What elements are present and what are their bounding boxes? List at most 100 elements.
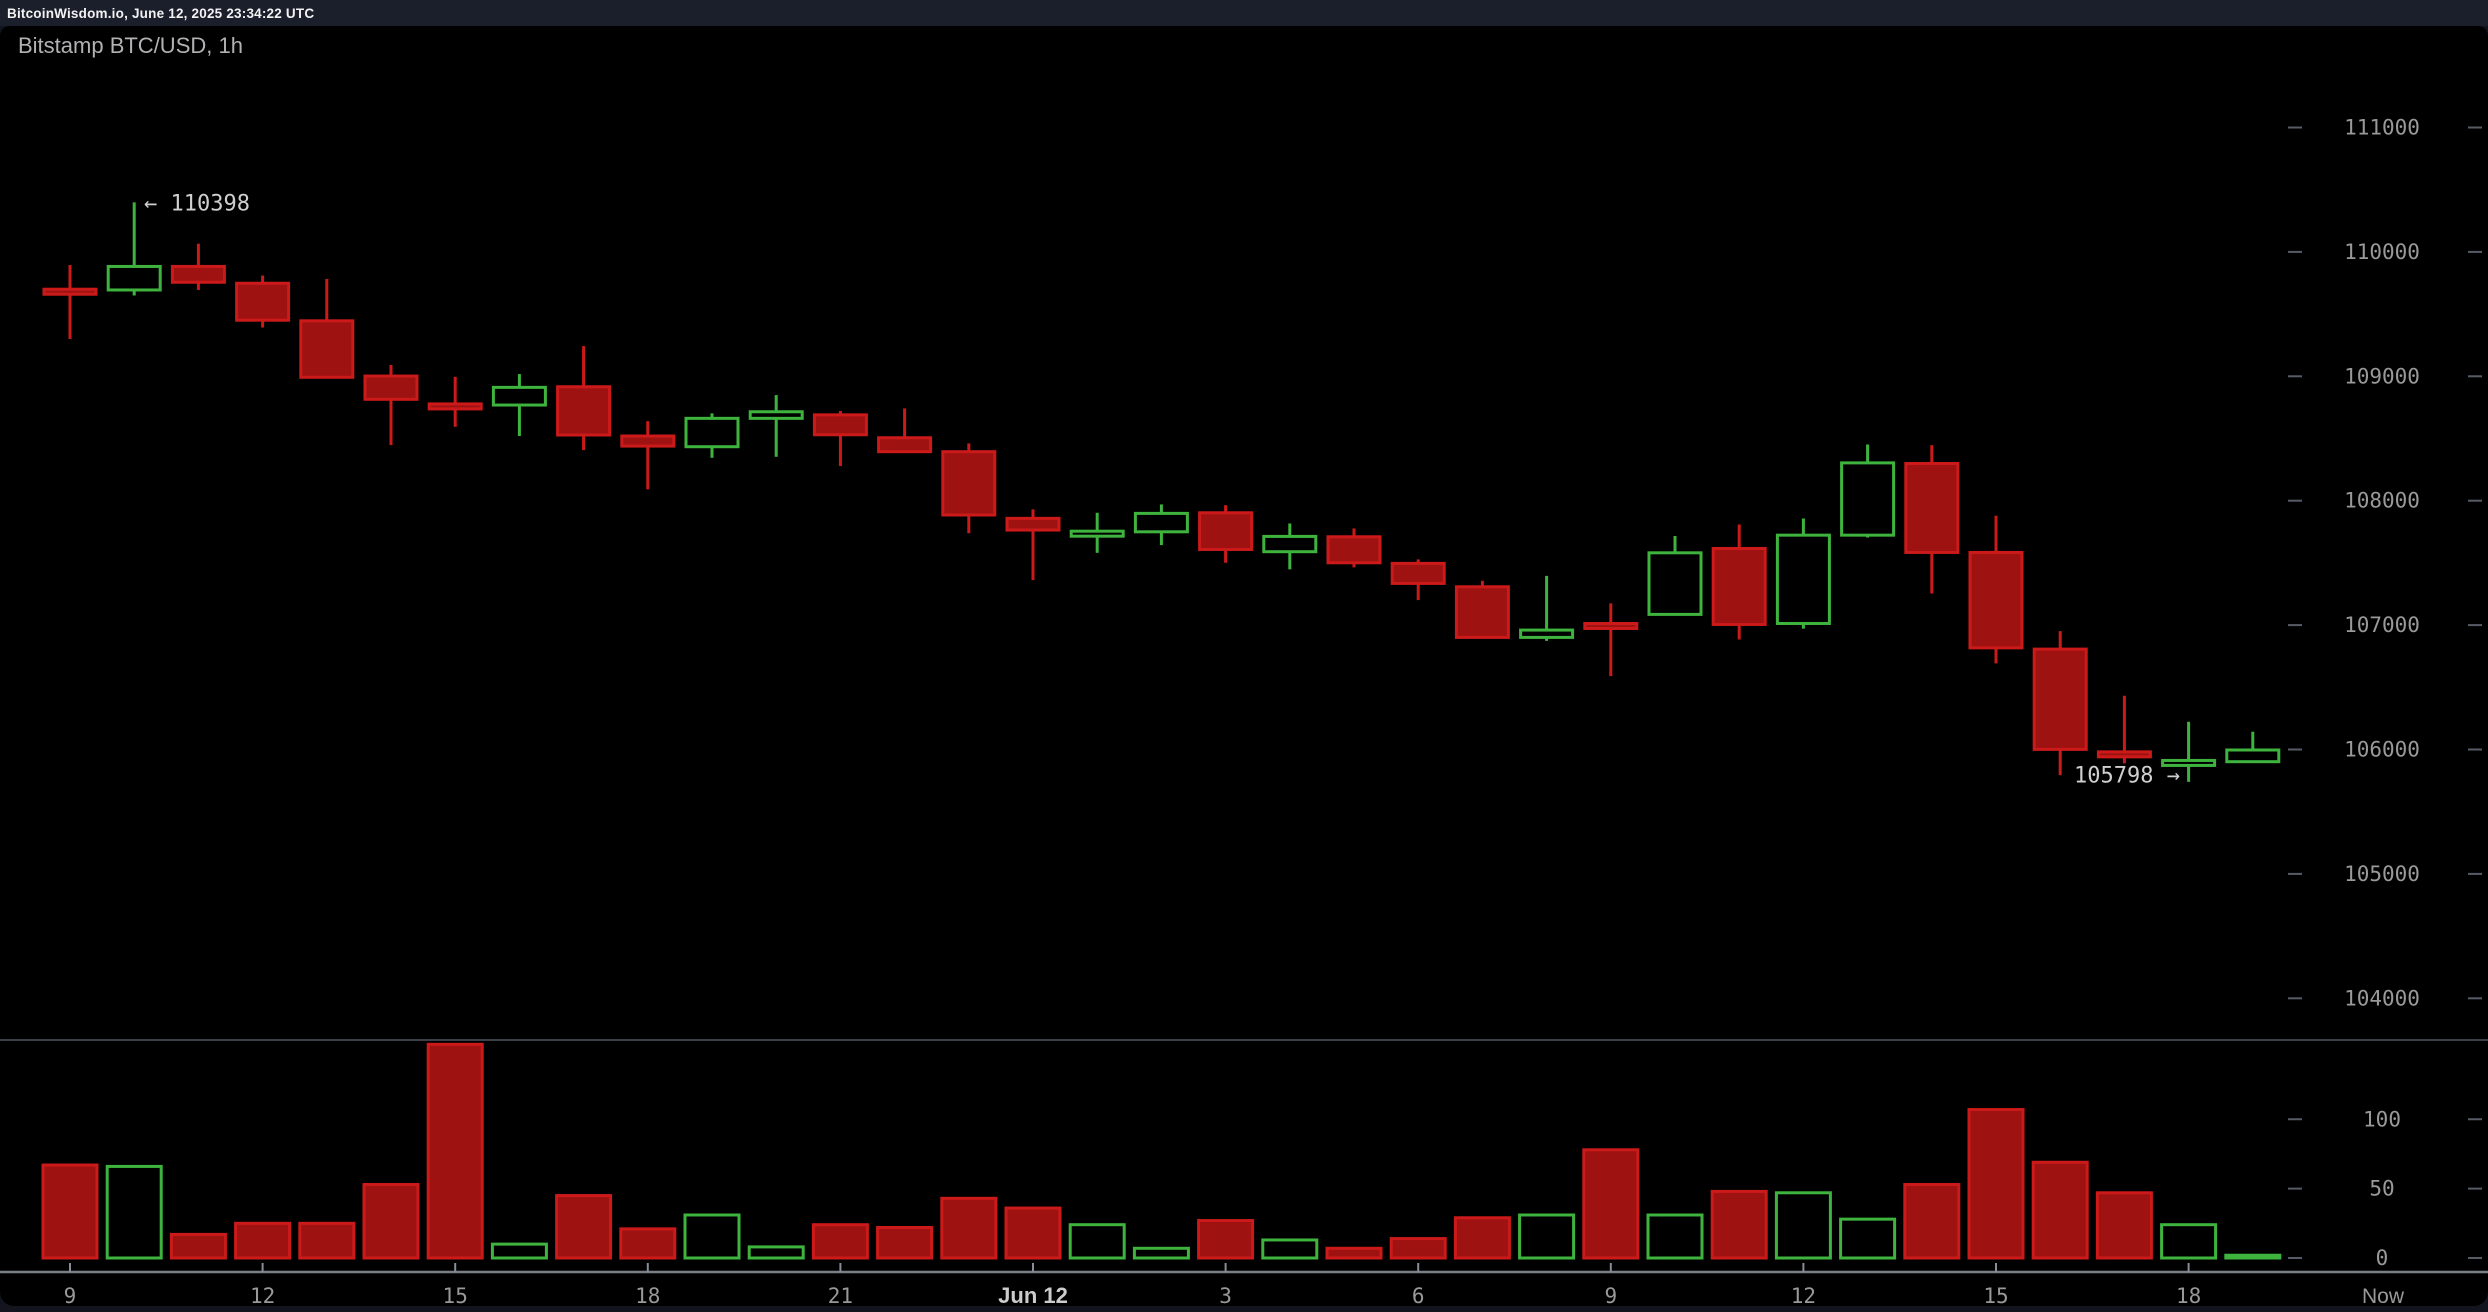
candle-body: [1840, 461, 1896, 537]
session-high-annotation: ← 110398: [144, 191, 250, 216]
price-axis-label: 109000: [2344, 364, 2420, 388]
candle-body: [1968, 550, 2024, 650]
volume-bar: [1839, 1217, 1897, 1260]
price-axis-label: 110000: [2344, 240, 2420, 264]
volume-bar: [426, 1042, 484, 1260]
volume-bar: [1453, 1216, 1511, 1260]
volume-bar: [1582, 1148, 1640, 1260]
volume-bar: [1261, 1238, 1319, 1260]
candle-body: [2225, 748, 2281, 764]
volume-bar: [41, 1163, 99, 1260]
volume-bar: [1132, 1246, 1190, 1260]
time-axis-label: 6: [1412, 1284, 1425, 1306]
candle-body: [2032, 647, 2088, 751]
volume-bar: [1068, 1223, 1126, 1260]
time-axis-label: 18: [635, 1284, 660, 1306]
volume-bar: [298, 1221, 356, 1260]
volume-bar: [234, 1221, 292, 1260]
volume-bar: [169, 1232, 227, 1260]
volume-bar: [490, 1242, 548, 1260]
time-axis-now-label: Now: [2362, 1285, 2405, 1306]
volume-bar: [1389, 1237, 1447, 1260]
candle-body: [2161, 758, 2217, 767]
volume-bar: [811, 1223, 869, 1260]
candle-body: [1133, 511, 1189, 534]
candle-body: [427, 402, 483, 411]
candle-body: [1390, 561, 1446, 585]
candle-body: [170, 264, 226, 284]
candle-body: [363, 374, 419, 401]
candle-body: [1647, 551, 1703, 616]
candle-body: [1711, 546, 1767, 626]
volume-bar: [2031, 1160, 2089, 1260]
candle-body: [2096, 750, 2152, 759]
candle-body: [556, 385, 612, 437]
volume-bar: [747, 1245, 805, 1260]
volume-axis-label: 0: [2376, 1246, 2389, 1270]
candle-body: [106, 264, 162, 292]
candle-body: [1583, 621, 1639, 630]
volume-axis-label: 100: [2363, 1107, 2401, 1131]
volume-bar: [1325, 1246, 1383, 1260]
time-axis-label: 12: [250, 1284, 275, 1306]
candle-body: [684, 416, 740, 449]
volume-bar: [1967, 1108, 2025, 1260]
candle-body: [812, 413, 868, 437]
time-axis-label: 12: [1791, 1284, 1816, 1306]
volume-bar: [105, 1164, 163, 1260]
volume-bar: [2224, 1253, 2282, 1260]
candle-body: [491, 385, 547, 407]
volume-bar: [1710, 1189, 1768, 1260]
volume-bar: [1774, 1191, 1832, 1260]
price-axis-label: 105000: [2344, 862, 2420, 886]
volume-bar: [555, 1194, 613, 1260]
time-axis-label: 18: [2176, 1284, 2201, 1306]
time-axis-label: 3: [1219, 1284, 1232, 1306]
volume-bar: [1903, 1182, 1961, 1260]
candle-body: [620, 434, 676, 448]
candle-body: [748, 410, 804, 420]
candle-body: [235, 281, 291, 322]
candle-body: [1454, 585, 1510, 639]
candle-body: [1005, 516, 1061, 532]
candle-body: [1326, 535, 1382, 565]
time-axis-label: Jun 12: [998, 1283, 1068, 1306]
time-axis-label: 9: [1604, 1284, 1617, 1306]
candle-body: [299, 319, 355, 379]
last-price-annotation: 105798 →: [2074, 764, 2180, 789]
time-axis-label: 9: [64, 1284, 77, 1306]
price-axis-label: 111000: [2344, 116, 2420, 140]
candle-body: [1198, 511, 1254, 551]
chart-container[interactable]: Bitstamp BTC/USD, 1h 111000 110000 109000 1…: [0, 26, 2488, 1306]
volume-bar: [1646, 1213, 1704, 1260]
volume-bar: [1518, 1213, 1576, 1260]
volume-bar: [1197, 1219, 1255, 1260]
candlestick-chart[interactable]: 111000 110000 109000 108000 107000 106000 1050…: [0, 26, 2488, 1306]
candle-body: [1069, 529, 1125, 538]
chart-title: Bitstamp BTC/USD, 1h: [18, 33, 243, 58]
price-axis-label: 107000: [2344, 613, 2420, 637]
price-axis-label: 106000: [2344, 738, 2420, 762]
candle-body: [42, 287, 98, 296]
volume-bar: [2095, 1191, 2153, 1260]
volume-bar: [362, 1182, 420, 1260]
candle-body: [1904, 462, 1960, 554]
time-axis-label: 15: [1983, 1284, 2008, 1306]
volume-bar: [1004, 1206, 1062, 1260]
status-bar: BitcoinWisdom.io, June 12, 2025 23:34:22…: [0, 0, 2488, 26]
time-axis-label: 21: [828, 1284, 853, 1306]
volume-axis-label: 50: [2369, 1177, 2394, 1201]
volume-bar: [683, 1213, 741, 1260]
candle-body: [1519, 628, 1575, 639]
candle-body: [877, 436, 933, 454]
volume-bar: [2160, 1223, 2218, 1260]
volume-bar: [876, 1225, 934, 1260]
status-bar-text: BitcoinWisdom.io, June 12, 2025 23:34:22…: [7, 5, 315, 21]
candle-body: [941, 450, 997, 517]
volume-bar: [940, 1196, 998, 1260]
candle-body: [1262, 534, 1318, 554]
time-axis-label: 15: [443, 1284, 468, 1306]
volume-bar: [619, 1227, 677, 1260]
candle-body: [1775, 533, 1831, 625]
